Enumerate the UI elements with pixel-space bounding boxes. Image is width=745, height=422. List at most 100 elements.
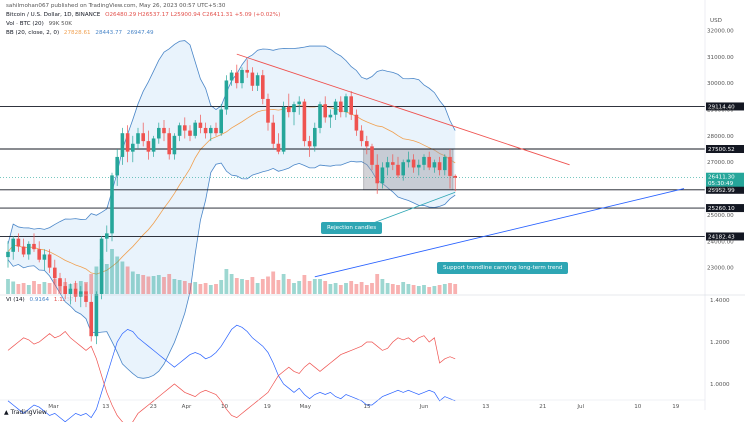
candle <box>6 241 10 268</box>
vi-plus-value: 0.9164 <box>29 297 50 303</box>
volume-bar <box>260 279 265 294</box>
candle <box>380 162 385 189</box>
candle <box>193 120 197 139</box>
candle <box>84 283 88 308</box>
tradingview-logo[interactable]: ▲ TradingView <box>4 409 47 416</box>
volume-bar <box>110 249 114 294</box>
volume-bar <box>312 279 317 294</box>
volume-bar <box>437 285 442 294</box>
candle <box>297 96 301 115</box>
volume-bar <box>390 284 395 294</box>
time-tick-label: 19 <box>672 404 680 410</box>
volume-bar <box>224 269 229 294</box>
candle-body <box>313 127 317 147</box>
price-axis[interactable]: USD 23000.00 24000.00 25000.00 26000.00 27000… <box>704 0 734 410</box>
candle <box>266 93 270 131</box>
price-tick-label: 32000.00 <box>707 28 734 34</box>
candle <box>58 272 62 292</box>
candle-body <box>27 243 31 255</box>
time-tick-label: May <box>299 404 311 410</box>
time-axis[interactable]: Mar 13 23 Apr 10 19 May 15 Jun 13 21 Jul 10 19 <box>0 399 705 410</box>
bb-lower-value: 26947.49 <box>126 30 154 36</box>
time-tick-label: 10 <box>634 404 642 410</box>
rejection-candles-note: Rejection candles <box>321 222 383 234</box>
volume-bar <box>442 284 447 294</box>
candle <box>385 156 390 176</box>
volume-bar <box>47 283 52 294</box>
volume-bar <box>307 281 312 294</box>
candle <box>21 238 26 258</box>
candle-body <box>396 164 400 176</box>
volume-bar <box>214 284 218 294</box>
candle <box>79 286 83 308</box>
candle-body <box>261 75 265 99</box>
volume-bar <box>234 278 239 294</box>
candle-body <box>323 104 327 118</box>
volume-label[interactable]: Vol · BTC (20) <box>6 21 44 27</box>
price-tick-label: 24000.00 <box>707 239 734 245</box>
bb-legend: BB (20, close, 2, 0) 27828.61 28443.77 2… <box>6 30 157 37</box>
volume-bar <box>21 283 26 294</box>
candle <box>365 135 369 155</box>
volume-bar <box>297 281 302 294</box>
candle-body <box>203 127 208 134</box>
volume-bar <box>146 276 151 294</box>
candle <box>406 151 411 168</box>
candle <box>359 125 364 147</box>
volume-bar <box>302 275 307 294</box>
candle-body <box>297 101 301 105</box>
volume-bar <box>416 286 421 294</box>
candle-body <box>375 164 379 184</box>
candle-body <box>229 72 234 81</box>
candle-body <box>105 233 109 239</box>
volume-bar <box>364 285 369 294</box>
volume-bar <box>198 284 203 294</box>
candle-body <box>318 104 322 128</box>
volume-bar <box>104 264 109 294</box>
candle-body <box>427 156 431 168</box>
symbol-name[interactable]: Bitcoin / U.S. Dollar, 1D, BINANCE <box>6 12 101 18</box>
volume-bar <box>255 283 260 294</box>
axis-currency: USD <box>710 18 722 24</box>
candle <box>375 154 379 194</box>
candle <box>328 109 333 128</box>
volume-bar <box>349 281 354 294</box>
candle <box>219 104 223 136</box>
volume-bar <box>286 279 291 294</box>
candle <box>276 133 281 155</box>
volume-bar <box>318 279 322 294</box>
volume-bar <box>448 283 452 294</box>
candle-body <box>11 238 15 252</box>
candle-body <box>359 130 364 142</box>
level-tag <box>706 102 744 111</box>
symbol-line: Bitcoin / U.S. Dollar, 1D, BINANCE O2648… <box>6 12 283 19</box>
price-tick-label: 25000.00 <box>707 213 734 219</box>
time-tick-label: 19 <box>264 404 272 410</box>
bb-basis-value: 27828.61 <box>63 30 91 36</box>
candle-body <box>21 246 26 255</box>
price-tick-label: 26000.00 <box>707 187 734 193</box>
candle <box>68 283 73 305</box>
volume-bars <box>6 249 458 294</box>
level-tag <box>706 232 744 241</box>
candle-body <box>141 133 145 142</box>
bb-label[interactable]: BB (20, close, 2, 0) <box>6 30 60 36</box>
candle <box>250 67 255 92</box>
vi-label[interactable]: VI (14) <box>6 297 25 303</box>
candle <box>313 122 317 152</box>
candle <box>370 143 374 171</box>
author-line: sahilmohan067 published on TradingView.c… <box>6 3 226 9</box>
candles <box>6 59 457 345</box>
candle-body <box>250 72 255 86</box>
volume-bar <box>120 261 125 294</box>
volume-value: 99K 50K <box>48 21 72 27</box>
volume-bar <box>162 277 166 294</box>
volume-bar <box>6 279 10 294</box>
volume-bar <box>271 271 276 294</box>
volume-bar <box>432 286 437 294</box>
volume-bar <box>281 274 286 294</box>
candle <box>125 125 130 163</box>
candle-body <box>136 133 140 144</box>
